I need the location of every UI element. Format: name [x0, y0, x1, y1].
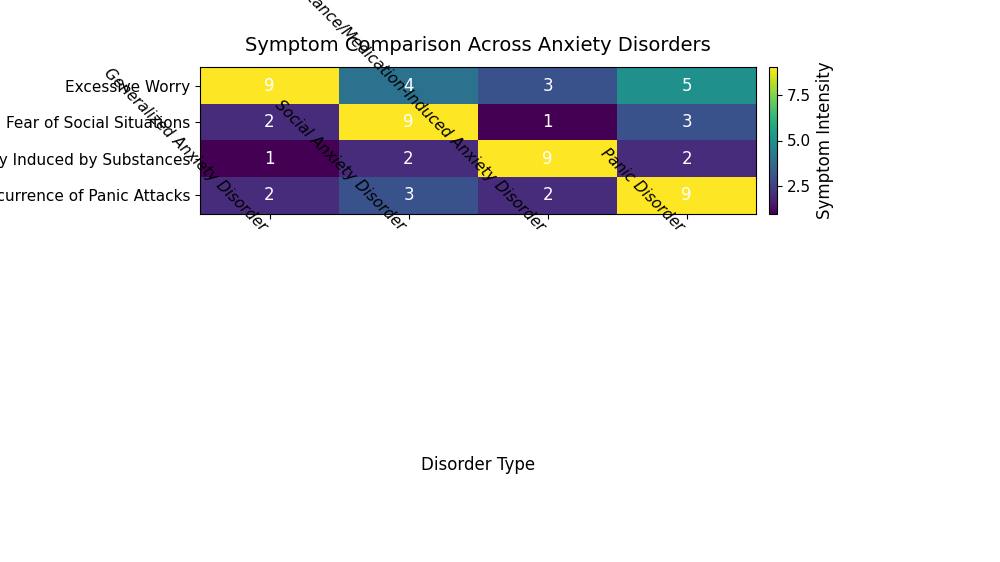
Text: 3: 3	[681, 113, 692, 132]
Text: 3: 3	[403, 186, 414, 205]
Text: 9: 9	[403, 113, 414, 132]
Text: 2: 2	[403, 149, 414, 168]
Text: 3: 3	[542, 76, 553, 95]
Text: 5: 5	[681, 76, 692, 95]
Y-axis label: Symptom Intensity: Symptom Intensity	[816, 62, 834, 219]
X-axis label: Disorder Type: Disorder Type	[421, 456, 535, 474]
Text: 2: 2	[681, 149, 692, 168]
Text: 1: 1	[542, 113, 553, 132]
Text: 9: 9	[264, 76, 275, 95]
Text: 2: 2	[264, 113, 275, 132]
Text: 2: 2	[264, 186, 275, 205]
Text: 4: 4	[403, 76, 414, 95]
Text: 9: 9	[542, 149, 553, 168]
Text: 2: 2	[542, 186, 553, 205]
Text: 9: 9	[681, 186, 692, 205]
Title: Symptom Comparison Across Anxiety Disorders: Symptom Comparison Across Anxiety Disord…	[245, 36, 711, 55]
Text: 1: 1	[264, 149, 275, 168]
